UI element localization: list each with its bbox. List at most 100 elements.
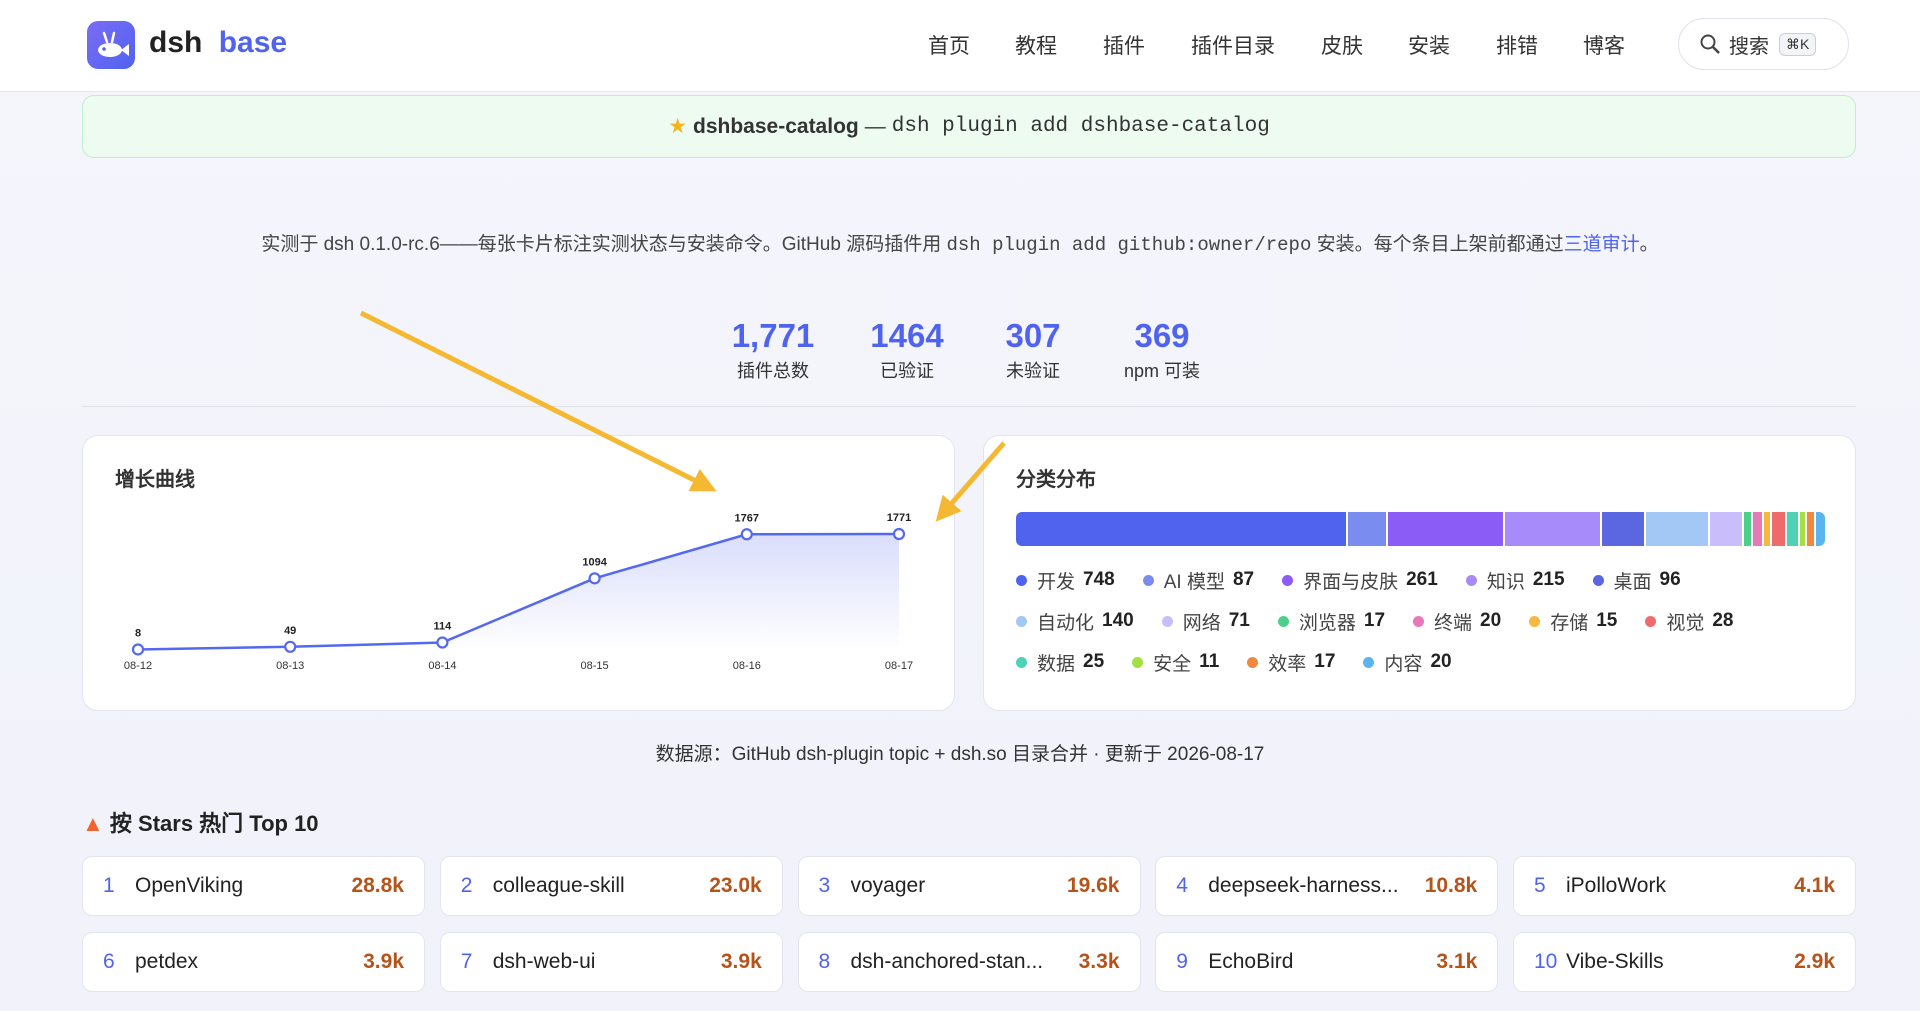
stat-label: npm 可装	[1123, 361, 1201, 381]
legend-item: 知识 215	[1465, 568, 1565, 593]
plugin-card[interactable]: 9 EchoBird 3.1k	[1155, 932, 1499, 992]
stars: 3.1k	[1436, 950, 1478, 973]
legend-item: 内容 20	[1363, 650, 1452, 675]
category-segment	[1743, 512, 1751, 546]
intro-text: 实测于 dsh 0.1.0-rc.6——每张卡片标注实测状态与安装命令。GitH…	[261, 234, 947, 255]
rank: 10	[1534, 950, 1558, 973]
legend-name: 界面与皮肤	[1303, 571, 1399, 593]
growth-card	[82, 435, 955, 711]
legend-item: 存储 15	[1529, 609, 1617, 634]
nav-link[interactable]: 安装	[1408, 35, 1450, 58]
plugin-card[interactable]: 3 voyager 19.6k	[797, 856, 1141, 916]
plugin-card[interactable]: 6 petdex 3.9k	[82, 932, 425, 992]
legend-name: 效率	[1268, 653, 1307, 675]
legend-dot	[1413, 615, 1425, 627]
legend-name: 安全	[1153, 653, 1192, 675]
plugin-card[interactable]: 4 deepseek-harness... 10.8k	[1155, 856, 1499, 916]
stat-value: 1464	[870, 317, 944, 354]
stars: 4.1k	[1794, 874, 1835, 897]
legend-name: 网络	[1182, 612, 1221, 634]
legend-count: 17	[1314, 651, 1336, 672]
header: dsh base 首页 教程 插件 插件目录 皮肤 安装 排错 博客 搜索 ⌘K	[0, 0, 1920, 92]
divider	[82, 406, 1856, 407]
search-label: 搜索	[1729, 35, 1769, 58]
nav-link[interactable]: 插件目录	[1191, 35, 1275, 58]
legend-item: 效率 17	[1247, 650, 1336, 675]
stars: 23.0k	[709, 874, 762, 897]
legend-count: 215	[1532, 569, 1565, 590]
legend-item: 安全 11	[1132, 650, 1219, 675]
nav-link[interactable]: 排错	[1496, 35, 1538, 58]
legend-count: 140	[1102, 610, 1134, 631]
plugin-card[interactable]: 7 dsh-web-ui 3.9k	[439, 932, 783, 992]
stat-value: 369	[1134, 317, 1190, 354]
nav-link[interactable]: 插件	[1103, 35, 1145, 58]
banner-separator: —	[864, 114, 886, 138]
plugin-card[interactable]: 5 iPolloWork 4.1k	[1513, 856, 1856, 916]
intro-text: 。	[1639, 234, 1659, 255]
legend-dot	[1645, 615, 1657, 627]
legend-dot	[1142, 574, 1154, 586]
audit-link[interactable]: 三道审计	[1563, 234, 1640, 255]
legend-item: 开发 748	[1016, 568, 1115, 593]
legend-name: 开发	[1037, 571, 1076, 593]
stars: 3.9k	[363, 950, 404, 973]
legend-count: 71	[1228, 610, 1250, 631]
legend-item: 界面与皮肤 261	[1282, 568, 1438, 593]
stars: 3.9k	[720, 950, 762, 973]
category-segment	[1799, 512, 1805, 546]
nav-link[interactable]: 皮肤	[1321, 35, 1363, 58]
category-segment	[1347, 512, 1387, 546]
legend-name: 内容	[1384, 653, 1423, 675]
category-segment	[1772, 512, 1785, 546]
plugin-name: petdex	[135, 950, 199, 973]
rank: 6	[103, 950, 115, 973]
banner: ★ dshbase-catalog — dsh plugin add dshba…	[82, 95, 1856, 158]
legend-count: 748	[1083, 569, 1115, 590]
distribution-card	[983, 435, 1856, 711]
stars: 10.8k	[1424, 874, 1478, 897]
stars: 28.8k	[351, 874, 404, 897]
legend: 开发 748 AI 模型 87 界面与皮肤 261 知识 215 桌面 96 自动化 140 网络 71 浏…	[1016, 568, 1766, 675]
brand-accent: base	[218, 26, 288, 59]
stars: 19.6k	[1066, 874, 1120, 897]
category-segment	[1806, 512, 1815, 546]
brand-main: dsh	[149, 26, 203, 59]
intro-code: dsh plugin add github:owner/repo	[946, 234, 1312, 256]
top-title: 按 Stars 热门 Top 10	[109, 811, 319, 836]
legend-name: 数据	[1037, 653, 1076, 675]
rank: 7	[460, 950, 473, 973]
category-segment	[1646, 512, 1709, 546]
nav-link[interactable]: 教程	[1015, 35, 1057, 58]
distribution-title: 分类分布	[1016, 469, 1096, 491]
legend-dot	[1277, 615, 1289, 627]
legend-name: AI 模型	[1163, 571, 1225, 593]
category-segment	[1388, 512, 1504, 546]
legend-item: 网络 71	[1161, 609, 1250, 634]
plugin-name: colleague-skill	[492, 874, 625, 897]
plugin-card[interactable]: 1 OpenViking 28.8k	[82, 856, 425, 916]
rank: 2	[460, 874, 473, 897]
plugin-card[interactable]: 2 colleague-skill 23.0k	[439, 856, 783, 916]
plugin-name: OpenViking	[135, 874, 244, 897]
category-bar	[1016, 512, 1825, 546]
legend-dot	[1016, 574, 1027, 586]
plugin-card[interactable]: 10 Vibe-Skills 2.9k	[1513, 932, 1856, 992]
search-box[interactable]: 搜索 ⌘K	[1678, 18, 1849, 70]
nav-link[interactable]: 首页	[928, 35, 970, 58]
nav-link[interactable]: 博客	[1583, 35, 1625, 58]
legend-name: 存储	[1550, 612, 1589, 634]
legend-name: 视觉	[1666, 612, 1705, 634]
category-segment	[1816, 512, 1825, 546]
shortcut: ⌘K	[1779, 32, 1817, 56]
rank: 4	[1176, 874, 1188, 897]
category-segment	[1710, 512, 1742, 546]
category-segment	[1016, 512, 1346, 546]
intro: 实测于 dsh 0.1.0-rc.6——每张卡片标注实测状态与安装命令。GitH…	[0, 229, 1920, 256]
plugin-card[interactable]: 8 dsh-anchored-stan... 3.3k	[797, 932, 1141, 992]
rank: 5	[1534, 874, 1546, 897]
legend-item: 数据 25	[1016, 650, 1104, 675]
legend-count: 20	[1480, 610, 1502, 631]
rank: 9	[1176, 950, 1188, 973]
